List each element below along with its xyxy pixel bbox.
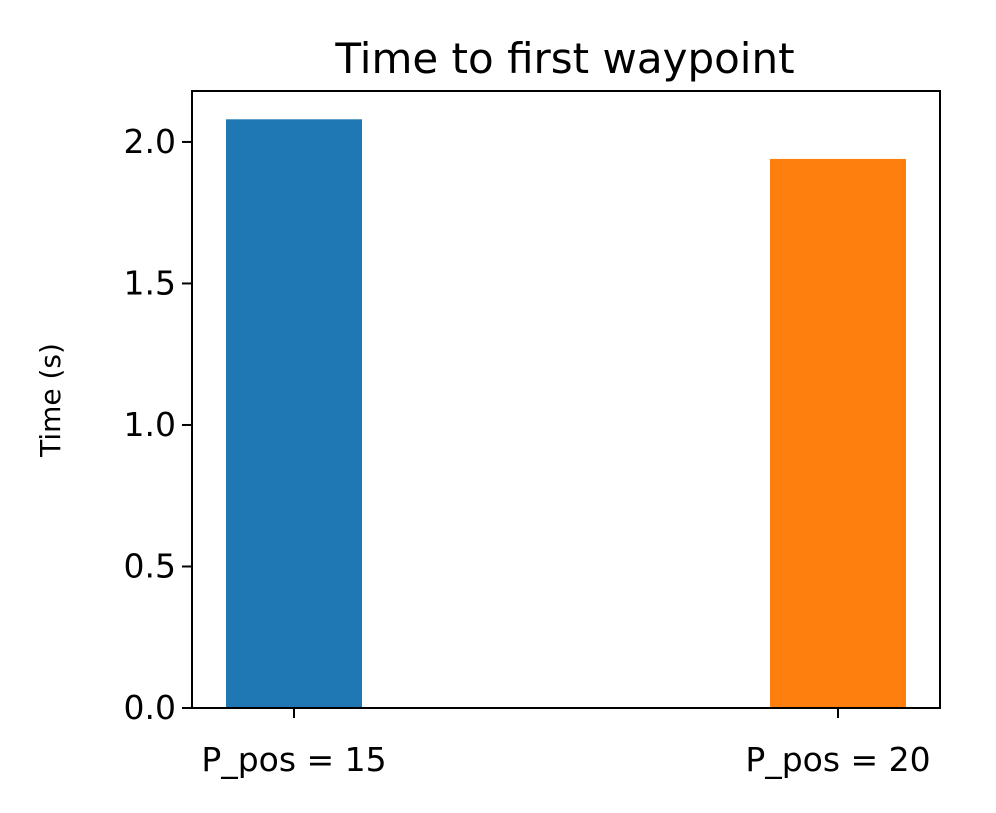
y-tick-label: 0.0 xyxy=(124,688,176,727)
y-tick-label: 0.5 xyxy=(124,546,176,585)
x-tick-label: P_pos = 20 xyxy=(745,740,930,779)
bars-group xyxy=(226,119,906,709)
y-tick-label: 1.0 xyxy=(124,405,176,444)
y-tick-label: 1.5 xyxy=(124,263,176,302)
x-ticks-group: P_pos = 15 P_pos = 20 xyxy=(201,708,931,779)
x-tick-label: P_pos = 15 xyxy=(201,740,386,779)
y-ticks-group: 0.0 0.5 1.0 1.5 2.0 xyxy=(124,122,192,727)
bar-0 xyxy=(226,119,362,709)
plot-frame xyxy=(191,90,941,709)
chart-title: Time to first waypoint xyxy=(334,34,794,83)
bar-1 xyxy=(770,158,906,708)
y-axis-label: Time (s) xyxy=(34,343,67,458)
y-tick-label: 2.0 xyxy=(124,122,176,161)
